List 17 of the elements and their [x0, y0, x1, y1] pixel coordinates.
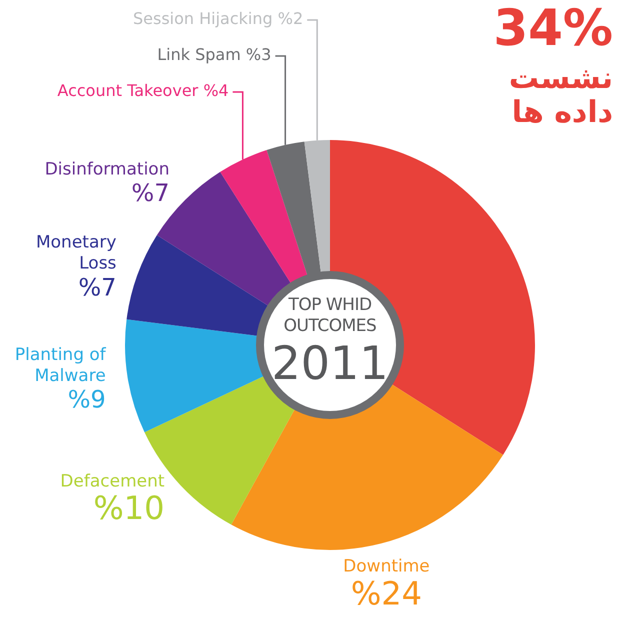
data-label: %24	[350, 574, 422, 612]
slice-label: Defacement	[60, 471, 165, 492]
slice-label: Downtime	[343, 556, 430, 577]
data-label: %7	[78, 273, 116, 302]
data-label: %9	[68, 386, 106, 414]
slice-label: نشست داده ها	[508, 60, 613, 130]
data-label: 34%	[493, 0, 613, 57]
slice-label: Link Spam %3	[157, 45, 272, 64]
slice-label: Monetary Loss	[36, 232, 117, 274]
text: 2011	[270, 336, 390, 390]
slice-label: Planting of Malware	[14, 344, 107, 386]
data-label: %10	[93, 489, 165, 528]
slice-label: Account Takeover %4	[57, 81, 229, 100]
slice-label: Disinformation	[44, 159, 170, 180]
slice-label: Session Hijacking %2	[132, 9, 304, 28]
data-label: %7	[131, 179, 170, 208]
text: TOP WHID OUTCOMES	[282, 295, 378, 337]
